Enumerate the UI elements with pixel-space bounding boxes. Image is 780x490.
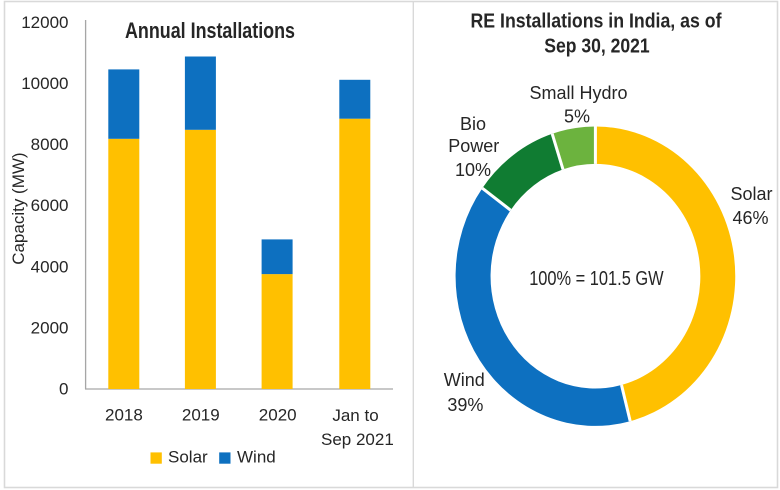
svg-text:12000: 12000 [21, 13, 68, 32]
svg-text:Sep 30, 2021: Sep 30, 2021 [544, 35, 649, 57]
svg-text:46%: 46% [732, 208, 768, 228]
svg-text:10000: 10000 [21, 74, 68, 93]
svg-text:Power: Power [448, 136, 499, 156]
svg-text:2019: 2019 [182, 405, 220, 424]
svg-text:4000: 4000 [31, 257, 69, 276]
svg-text:2018: 2018 [105, 405, 143, 424]
svg-text:Jan to: Jan to [332, 406, 378, 425]
svg-text:0: 0 [59, 380, 68, 399]
svg-text:5%: 5% [564, 106, 590, 126]
svg-text:39%: 39% [447, 395, 483, 415]
svg-text:8000: 8000 [31, 135, 69, 154]
svg-text:Solar: Solar [730, 184, 772, 204]
svg-text:10%: 10% [455, 160, 491, 180]
svg-text:Wind: Wind [237, 448, 276, 467]
svg-text:Solar: Solar [168, 448, 208, 467]
svg-text:6000: 6000 [31, 196, 69, 215]
svg-text:2020: 2020 [259, 405, 297, 424]
svg-text:Sep 2021: Sep 2021 [321, 430, 394, 449]
svg-text:Capacity (MW): Capacity (MW) [9, 152, 28, 264]
svg-text:2000: 2000 [31, 318, 69, 337]
svg-text:Bio: Bio [460, 114, 486, 134]
svg-text:100% = 101.5 GW: 100% = 101.5 GW [529, 268, 664, 290]
svg-text:RE Installations in India, as: RE Installations in India, as of [471, 11, 722, 33]
svg-text:Wind: Wind [444, 370, 485, 390]
svg-text:Annual Installations: Annual Installations [125, 18, 295, 43]
svg-text:Small Hydro: Small Hydro [529, 83, 627, 103]
